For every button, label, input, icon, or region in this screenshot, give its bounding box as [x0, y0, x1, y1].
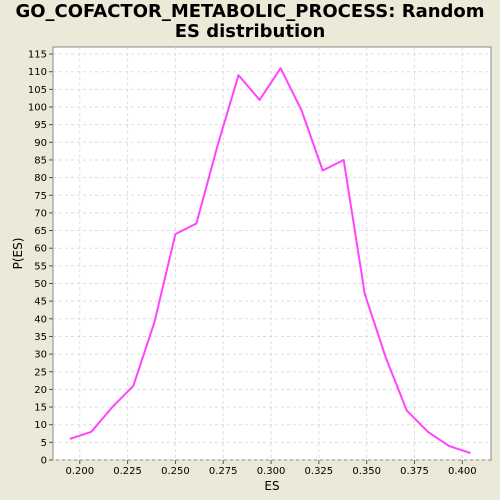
x-tick-label: 0.225: [113, 466, 142, 477]
data-point: [90, 430, 93, 433]
y-tick-label: 105: [28, 85, 47, 96]
data-point: [321, 169, 324, 172]
x-tick-label: 0.400: [448, 466, 477, 477]
y-tick-label: 25: [34, 367, 47, 378]
data-point: [132, 385, 135, 387]
chart-title-line-1: GO_COFACTOR_METABOLIC_PROCESS: Random: [15, 1, 485, 22]
series-layer: [69, 67, 471, 454]
x-tick-label: 0.325: [305, 466, 334, 477]
data-point: [469, 452, 471, 454]
data-point: [279, 67, 282, 69]
y-tick-label: 15: [34, 403, 47, 414]
x-tick-label: 0.300: [257, 466, 286, 477]
chart-title: GO_COFACTOR_METABOLIC_PROCESS: Random ES…: [0, 2, 500, 42]
y-tick-label: 20: [34, 385, 47, 396]
y-tick-label: 35: [34, 332, 47, 343]
x-axis-label: ES: [264, 479, 279, 493]
chart-title-line-2: ES distribution: [174, 21, 326, 42]
data-point: [195, 222, 198, 225]
y-tick-label: 10: [34, 420, 47, 431]
data-point: [342, 159, 345, 161]
y-tick-label: 100: [28, 103, 47, 114]
x-tick-label: 0.250: [161, 466, 190, 477]
data-point: [153, 321, 156, 324]
x-tick-label: 0.275: [209, 466, 238, 477]
data-point: [385, 356, 387, 359]
y-tick-label: 75: [34, 191, 47, 202]
y-tick-label: 85: [34, 155, 47, 166]
y-tick-label: 60: [34, 244, 47, 255]
y-tick-label: 40: [34, 314, 47, 325]
y-tick-label: 0: [41, 456, 47, 467]
y-tick-label: 95: [34, 120, 47, 131]
data-point: [216, 145, 219, 147]
x-tick-label: 0.375: [400, 466, 429, 477]
y-tick-label: 5: [41, 438, 47, 449]
y-tick-label: 90: [34, 138, 47, 149]
y-tick-label: 115: [28, 50, 47, 61]
y-tick-label: 65: [34, 226, 47, 237]
data-point: [300, 109, 303, 112]
data-point: [111, 406, 114, 408]
x-tick-label: 0.350: [352, 466, 381, 477]
data-point: [427, 430, 429, 433]
data-point: [363, 293, 366, 295]
y-tick-label: 50: [34, 279, 47, 290]
x-tick-label: 0.200: [65, 466, 94, 477]
grid-lines: [53, 47, 491, 461]
data-point: [406, 409, 408, 412]
y-axis-label: P(ES): [11, 238, 25, 270]
y-tick-label: 110: [28, 67, 47, 78]
y-tick-label: 55: [34, 261, 47, 272]
y-tick-label: 70: [34, 208, 47, 219]
series-line: [69, 67, 471, 454]
axes: 0 5 10 15 20 25 30 35 40 45 50 55 60 65 70 75 80 85 90 95 10…: [28, 50, 477, 477]
plot-area: [52, 46, 492, 461]
data-point: [69, 438, 72, 440]
y-tick-label: 45: [34, 297, 47, 308]
data-point: [258, 99, 261, 101]
data-point: [448, 445, 450, 447]
data-point: [174, 233, 177, 235]
y-tick-label: 30: [34, 350, 47, 361]
data-point: [237, 74, 240, 77]
y-tick-label: 80: [34, 173, 47, 184]
